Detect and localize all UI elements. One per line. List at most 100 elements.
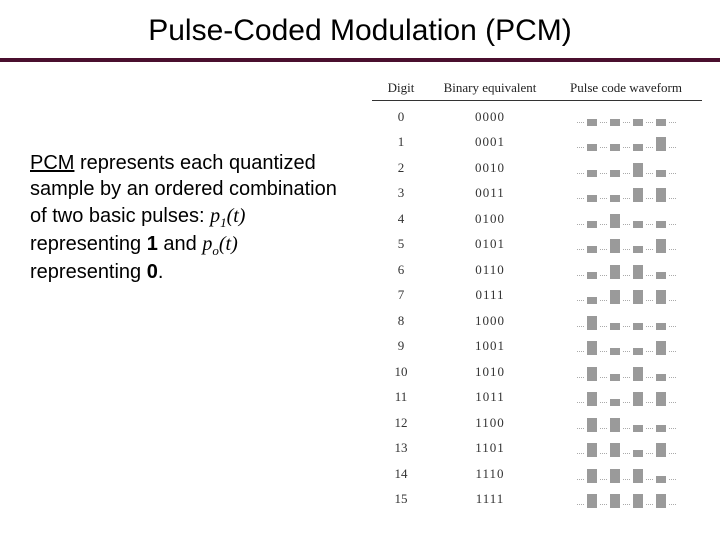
cell-digit: 10: [372, 364, 430, 380]
pulse-low: [610, 323, 620, 330]
table-row: 00000: [372, 104, 702, 130]
cell-digit: 2: [372, 160, 430, 176]
cell-waveform: [550, 388, 702, 406]
pulse-low: [656, 323, 666, 330]
waveform-gap-dots: [600, 428, 607, 429]
pulse-low: [610, 170, 620, 177]
waveform-gap-dots: [669, 300, 676, 301]
cell-binary: 1010: [430, 364, 550, 380]
waveform-gap-dots: [646, 122, 653, 123]
waveform-gap-dots: [623, 173, 630, 174]
pcm-table: Digit Binary equivalent Pulse code wavef…: [372, 80, 702, 512]
waveform-gap-dots: [646, 377, 653, 378]
waveform-lead-dots: [577, 275, 584, 276]
pulse-high: [633, 367, 643, 381]
table-row: 131101: [372, 436, 702, 462]
pulse-low: [656, 476, 666, 483]
pulse-high: [587, 367, 597, 381]
header-waveform: Pulse code waveform: [550, 80, 702, 96]
one-bold: 1: [147, 233, 158, 255]
pulse-low: [610, 144, 620, 151]
pulse-high: [633, 392, 643, 406]
waveform-gap-dots: [646, 453, 653, 454]
cell-digit: 12: [372, 415, 430, 431]
waveform-gap-dots: [646, 428, 653, 429]
pulse-low: [587, 195, 597, 202]
waveform-gap-dots: [623, 198, 630, 199]
waveform-gap-dots: [669, 479, 676, 480]
pulse-high: [633, 265, 643, 279]
pulse-low: [587, 246, 597, 253]
table-row: 91001: [372, 334, 702, 360]
pulse-high: [633, 469, 643, 483]
waveform-gap-dots: [669, 198, 676, 199]
waveform-gap-dots: [623, 479, 630, 480]
table-row: 10001: [372, 130, 702, 156]
waveform-gap-dots: [623, 402, 630, 403]
cell-waveform: [550, 133, 702, 151]
text-run-4: representing: [30, 261, 147, 283]
waveform-gap-dots: [669, 224, 676, 225]
pulse-high: [587, 316, 597, 330]
pulse-high: [656, 290, 666, 304]
waveform-gap-dots: [623, 428, 630, 429]
cell-binary: 1100: [430, 415, 550, 431]
pulse-high: [656, 494, 666, 508]
title-underline-rule: [0, 58, 720, 62]
waveform-gap-dots: [623, 300, 630, 301]
waveform-gap-dots: [669, 402, 676, 403]
cell-binary: 0110: [430, 262, 550, 278]
table-row: 121100: [372, 410, 702, 436]
pulse-high: [656, 137, 666, 151]
waveform-lead-dots: [577, 198, 584, 199]
cell-waveform: [550, 465, 702, 483]
waveform-gap-dots: [600, 377, 607, 378]
cell-digit: 7: [372, 287, 430, 303]
cell-waveform: [550, 286, 702, 304]
pulse-high: [656, 392, 666, 406]
pulse-low: [587, 297, 597, 304]
table-row: 111011: [372, 385, 702, 411]
waveform-gap-dots: [600, 147, 607, 148]
table-row: 101010: [372, 359, 702, 385]
table-header-rule: [372, 100, 702, 101]
cell-digit: 1: [372, 134, 430, 150]
waveform-lead-dots: [577, 147, 584, 148]
cell-waveform: [550, 490, 702, 508]
cell-waveform: [550, 235, 702, 253]
pulse-high: [656, 443, 666, 457]
table-row: 141110: [372, 461, 702, 487]
pulse-low: [633, 221, 643, 228]
header-digit: Digit: [372, 80, 430, 96]
waveform-lead-dots: [577, 173, 584, 174]
body-paragraph: PCM represents each quantized sample by …: [30, 150, 350, 285]
waveform-gap-dots: [600, 275, 607, 276]
cell-digit: 4: [372, 211, 430, 227]
waveform-gap-dots: [669, 326, 676, 327]
cell-waveform: [550, 439, 702, 457]
pulse-high: [656, 341, 666, 355]
cell-digit: 5: [372, 236, 430, 252]
waveform-gap-dots: [600, 122, 607, 123]
cell-binary: 1011: [430, 389, 550, 405]
cell-binary: 0100: [430, 211, 550, 227]
cell-digit: 8: [372, 313, 430, 329]
pulse-high: [633, 290, 643, 304]
cell-digit: 9: [372, 338, 430, 354]
pulse-low: [633, 425, 643, 432]
cell-binary: 0001: [430, 134, 550, 150]
pulse-high: [587, 392, 597, 406]
waveform-gap-dots: [669, 377, 676, 378]
waveform-gap-dots: [646, 198, 653, 199]
table-row: 151111: [372, 487, 702, 513]
waveform-gap-dots: [600, 326, 607, 327]
waveform-gap-dots: [646, 326, 653, 327]
pulse-low: [656, 170, 666, 177]
pulse-high: [633, 163, 643, 177]
waveform-gap-dots: [600, 300, 607, 301]
text-run-5: .: [158, 261, 164, 283]
pulse-low: [656, 374, 666, 381]
table-row: 70111: [372, 283, 702, 309]
waveform-gap-dots: [623, 351, 630, 352]
pulse-low: [587, 119, 597, 126]
